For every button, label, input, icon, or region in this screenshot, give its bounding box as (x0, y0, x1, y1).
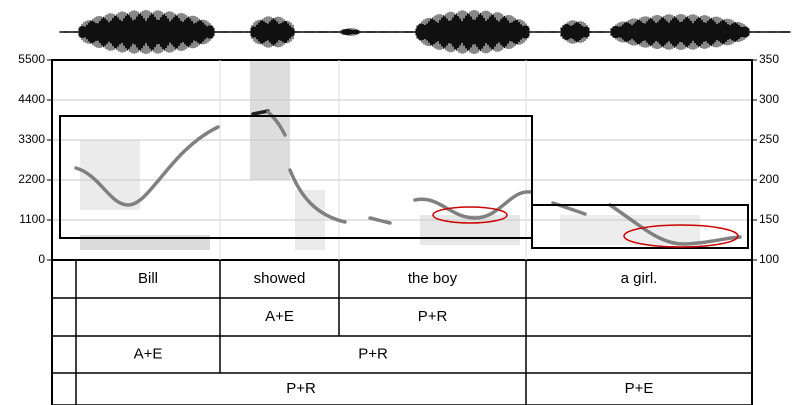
highlight-box (531, 204, 749, 249)
tier-label: P+E (625, 380, 654, 397)
y-tick-label: 0 (38, 252, 45, 266)
y-tick-label: 1100 (19, 212, 45, 226)
axes: 0 1100 2200 3300 4400 5500 100 150 200 250 300 350 (18, 52, 779, 266)
y-tick-label: 2200 (18, 172, 45, 186)
y2-tick-label: 200 (759, 172, 779, 186)
tier-label: P+R (358, 345, 388, 362)
y2-tick-label: 350 (759, 52, 779, 66)
y2-tick-label: 300 (759, 92, 779, 106)
tier-label: Bill (138, 270, 158, 287)
y-tick-label: 4400 (18, 92, 45, 106)
annotation-tiers: Bill showed the boy a girl. A+E P+R A+E P+R P+R P… (51, 260, 753, 405)
tier-label: A+E (134, 345, 163, 362)
waveform (59, 10, 791, 54)
pitch-contour (74, 109, 742, 246)
highlight-ellipse (432, 206, 508, 224)
plot-frame (51, 59, 753, 261)
highlight-ellipse (623, 224, 739, 248)
tier-label: the boy (408, 270, 458, 287)
tier-label: P+R (286, 380, 316, 397)
tier-label: A+E (265, 308, 294, 325)
y2-tick-label: 150 (759, 212, 779, 226)
y-tick-label: 3300 (18, 132, 45, 146)
tier-label: P+R (418, 308, 448, 325)
y2-tick-label: 100 (759, 252, 779, 266)
highlight-box (59, 115, 533, 239)
waveform-trace (59, 10, 791, 54)
tier-label: a girl. (621, 270, 658, 287)
y-tick-label: 5500 (18, 52, 45, 66)
tier-label: showed (254, 270, 306, 287)
y2-tick-label: 250 (759, 132, 779, 146)
